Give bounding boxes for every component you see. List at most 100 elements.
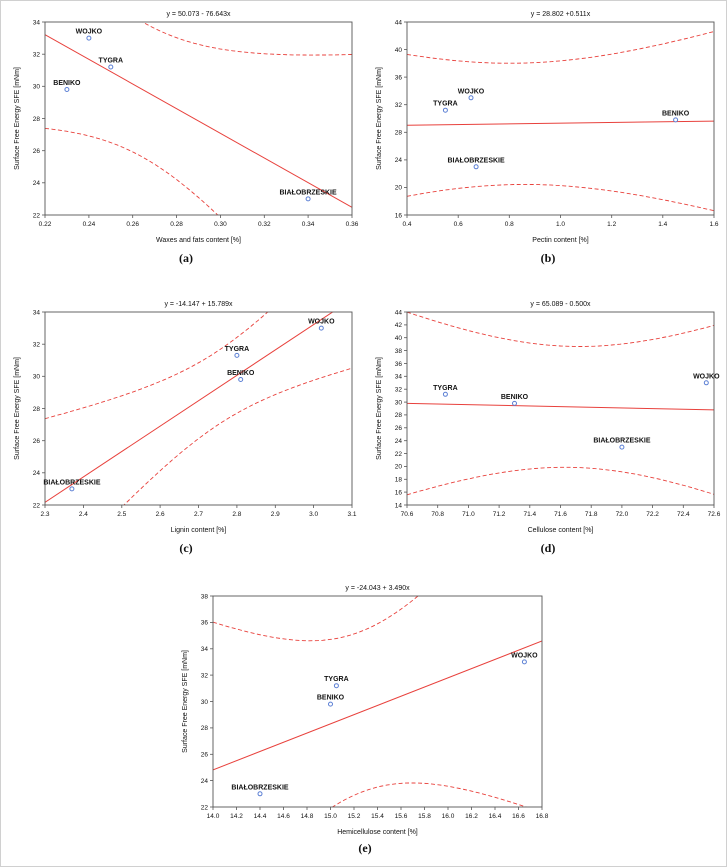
chart-title: y = -14.147 + 15.789x <box>164 301 233 308</box>
regression-group <box>45 22 352 215</box>
chart-lignin: 2.3 2.4 2.5 2.6 2.7 2.8 2.9 3.0 3.1 22 24 26 28 30 32 3… <box>11 297 361 537</box>
x-tick-label: 1.0 <box>556 221 565 228</box>
data-point <box>305 196 311 202</box>
y-axis-label: Surface Free Energy SFE [mNm] <box>14 357 21 460</box>
x-tick-label: 0.4 <box>402 221 411 228</box>
chart-canvas: 0.22 0.24 0.26 0.28 0.30 0.32 0.34 0.36 22 24 26 28… <box>14 11 359 244</box>
caption-c: (c) <box>179 541 193 555</box>
data-point <box>442 391 448 397</box>
y-tick-label: 16 <box>395 489 403 496</box>
y-axis-ticks: 16 20 24 28 32 36 40 44 <box>395 19 407 219</box>
data-point <box>257 791 263 797</box>
x-tick-label: 2.6 <box>156 511 165 518</box>
y-tick-label: 34 <box>33 309 41 316</box>
confidence-band-lower <box>45 127 219 215</box>
data-point-label: BENIKO <box>501 394 529 401</box>
y-tick-label: 34 <box>33 19 41 26</box>
x-tick-label: 71.4 <box>523 511 536 518</box>
data-point-label: TYGRA <box>433 385 458 392</box>
y-axis-label: Surface Free Energy SFE [mNm] <box>14 67 21 170</box>
x-axis-ticks: 0.22 0.24 0.26 0.28 0.30 0.32 0.34 0.36 <box>39 215 359 228</box>
data-point-label: BENIKO <box>317 695 345 702</box>
regression-group <box>407 312 714 496</box>
x-tick-label: 3.0 <box>309 511 318 518</box>
x-axis-label: Cellulose content [%] <box>528 527 594 534</box>
x-tick-label: 14.2 <box>230 813 243 820</box>
y-axis-ticks: 22 24 26 28 30 32 34 <box>33 309 45 509</box>
x-axis-ticks: 2.3 2.4 2.5 2.6 2.7 2.8 2.9 3.0 3.1 <box>40 505 357 518</box>
x-tick-label: 14.0 <box>207 813 220 820</box>
y-tick-label: 40 <box>395 335 403 342</box>
x-tick-label: 16.2 <box>465 813 478 820</box>
x-tick-label: 2.8 <box>232 511 241 518</box>
data-point-label: WOJKO <box>76 29 103 36</box>
x-axis-ticks: 70.6 70.8 71.0 71.2 71.4 71.6 71.8 72.0 72.2 72.4… <box>401 505 721 518</box>
x-tick-label: 0.22 <box>39 221 52 228</box>
plot-frame <box>406 311 715 506</box>
y-tick-label: 28 <box>33 116 41 123</box>
data-point-label: BIAŁOBRZESKIE <box>448 157 506 164</box>
y-tick-label: 24 <box>395 157 403 164</box>
chart-title: y = 65.089 - 0.500x <box>530 301 591 308</box>
y-tick-label: 24 <box>33 470 41 477</box>
data-points: WOJKO TYGRA BENIKO BIAŁOBRZESKIE <box>53 29 337 202</box>
chart-pectin: 0.4 0.6 0.8 1.0 1.2 1.4 1.6 16 20 24 28 32 36 40 44 WOJ… <box>373 7 723 247</box>
data-point <box>318 325 324 331</box>
y-axis-ticks: 22 24 26 28 30 32 34 <box>33 19 45 219</box>
plot-frame <box>406 21 715 216</box>
data-points: WOJKO TYGRA BENIKO BIAŁOBRZESKIE <box>231 652 538 797</box>
y-tick-label: 22 <box>395 451 403 458</box>
regression-line <box>213 640 542 771</box>
x-tick-label: 71.6 <box>554 511 567 518</box>
y-tick-label: 28 <box>201 725 209 732</box>
y-tick-label: 26 <box>33 438 41 445</box>
chart-canvas: 0.4 0.6 0.8 1.0 1.2 1.4 1.6 16 20 24 28 32 36 40 44 WOJ… <box>376 11 719 244</box>
x-tick-label: 15.2 <box>348 813 361 820</box>
x-tick-label: 15.0 <box>324 813 337 820</box>
regression-group <box>407 31 714 212</box>
confidence-band-upper <box>407 31 714 64</box>
confidence-band-lower <box>407 466 714 496</box>
confidence-band-lower <box>407 183 714 212</box>
confidence-band-upper <box>407 312 714 347</box>
y-tick-label: 32 <box>201 672 209 679</box>
x-tick-label: 71.2 <box>493 511 506 518</box>
data-point-label: TYGRA <box>324 676 349 683</box>
chart-title: y = 28.802 +0.511x <box>531 11 591 18</box>
chart-cellulose: 70.6 70.8 71.0 71.2 71.4 71.6 71.8 72.0 72.2 72.4… <box>373 297 723 537</box>
x-tick-label: 16.0 <box>442 813 455 820</box>
data-point-label: BENIKO <box>227 370 255 377</box>
x-tick-label: 72.4 <box>677 511 690 518</box>
y-tick-label: 28 <box>395 412 403 419</box>
regression-group <box>213 596 542 807</box>
x-tick-label: 2.5 <box>117 511 126 518</box>
data-point-label: WOJKO <box>511 652 538 659</box>
data-point-label: BENIKO <box>53 80 81 87</box>
y-tick-label: 24 <box>201 778 209 785</box>
chart-waxes-fats: 0.22 0.24 0.26 0.28 0.30 0.32 0.34 0.36 22 24 26 28… <box>11 7 361 247</box>
x-axis-ticks: 0.4 0.6 0.8 1.0 1.2 1.4 1.6 <box>402 215 719 228</box>
regression-line <box>45 34 352 208</box>
y-tick-label: 38 <box>201 593 209 600</box>
y-tick-label: 16 <box>395 212 403 219</box>
chart-canvas: 2.3 2.4 2.5 2.6 2.7 2.8 2.9 3.0 3.1 22 24 26 28 30 32 3… <box>14 301 357 534</box>
x-tick-label: 14.8 <box>301 813 314 820</box>
data-point <box>328 701 333 707</box>
y-tick-label: 42 <box>395 322 403 329</box>
x-tick-label: 0.26 <box>126 221 139 228</box>
chart-canvas: 70.6 70.8 71.0 71.2 71.4 71.6 71.8 72.0 72.2 72.4… <box>376 301 721 534</box>
data-point <box>468 95 474 101</box>
x-axis-label: Waxes and fats content [%] <box>156 237 241 244</box>
x-tick-label: 0.34 <box>302 221 315 228</box>
data-point <box>64 87 70 92</box>
data-point <box>619 444 625 450</box>
data-point <box>234 352 240 358</box>
data-point-label: BIAŁOBRZESKIE <box>593 438 651 445</box>
data-point <box>108 64 114 70</box>
data-points: WOJKO TYGRA BENIKO BIAŁOBRZESKIE <box>43 319 335 492</box>
plot-frame <box>44 21 353 216</box>
x-tick-label: 14.6 <box>277 813 290 820</box>
data-points: WOJKO TYGRA BENIKO BIAŁOBRZESKIE <box>433 373 720 450</box>
data-point-label: BIAŁOBRZESKIE <box>231 784 289 791</box>
y-tick-label: 22 <box>201 804 209 811</box>
